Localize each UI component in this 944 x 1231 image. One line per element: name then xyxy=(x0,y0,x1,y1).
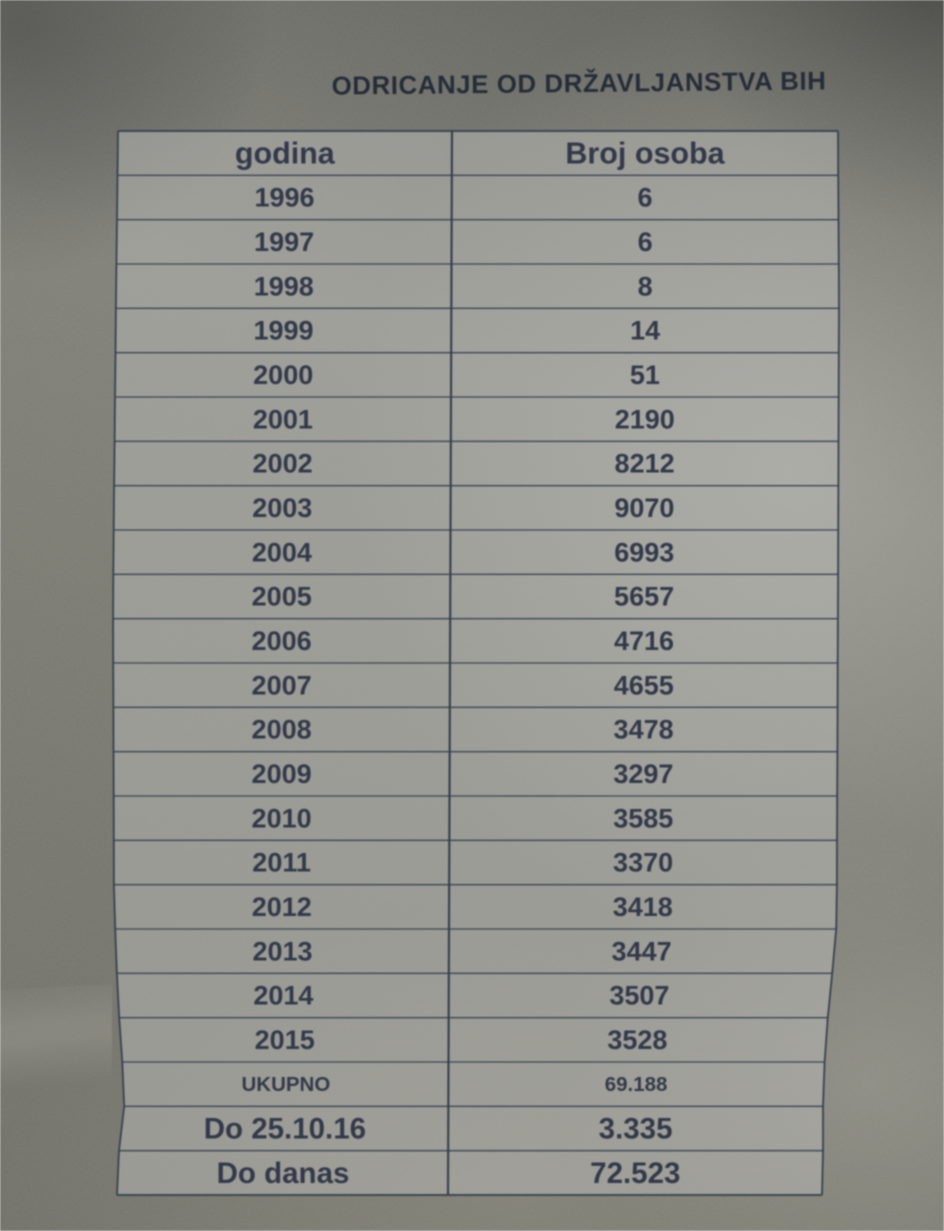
svg-text:2190: 2190 xyxy=(615,404,675,434)
svg-text:2004: 2004 xyxy=(252,537,312,567)
svg-text:godina: godina xyxy=(235,137,336,171)
svg-text:3585: 3585 xyxy=(613,803,673,833)
svg-text:69.188: 69.188 xyxy=(605,1073,668,1096)
svg-text:14: 14 xyxy=(630,316,660,346)
svg-text:3370: 3370 xyxy=(613,848,673,878)
svg-text:2003: 2003 xyxy=(252,493,312,523)
svg-text:1997: 1997 xyxy=(254,227,314,257)
svg-text:Do danas: Do danas xyxy=(217,1157,350,1190)
svg-text:3297: 3297 xyxy=(613,759,673,789)
svg-text:3507: 3507 xyxy=(609,981,669,1011)
svg-text:3478: 3478 xyxy=(614,715,674,745)
svg-text:Do 25.10.16: Do 25.10.16 xyxy=(204,1113,366,1146)
svg-text:9070: 9070 xyxy=(614,493,674,523)
svg-text:8: 8 xyxy=(638,271,653,301)
svg-text:2001: 2001 xyxy=(253,404,313,434)
svg-text:2012: 2012 xyxy=(252,892,312,922)
svg-text:6: 6 xyxy=(638,227,653,257)
svg-text:2000: 2000 xyxy=(253,360,313,390)
svg-text:2014: 2014 xyxy=(253,981,313,1011)
svg-text:3447: 3447 xyxy=(612,936,672,966)
svg-text:1999: 1999 xyxy=(253,316,313,346)
svg-text:2007: 2007 xyxy=(252,670,312,700)
svg-text:2002: 2002 xyxy=(253,449,313,479)
svg-text:2008: 2008 xyxy=(252,715,312,745)
svg-text:6993: 6993 xyxy=(614,537,674,567)
svg-text:5657: 5657 xyxy=(614,582,674,612)
svg-text:3418: 3418 xyxy=(613,892,673,922)
svg-text:4716: 4716 xyxy=(614,626,674,656)
svg-text:2006: 2006 xyxy=(252,626,312,656)
svg-text:2005: 2005 xyxy=(252,582,312,612)
svg-text:UKUPNO: UKUPNO xyxy=(241,1073,330,1096)
svg-text:2013: 2013 xyxy=(252,936,312,966)
svg-text:2009: 2009 xyxy=(252,759,312,789)
svg-text:Broj osoba: Broj osoba xyxy=(565,137,725,171)
svg-text:1998: 1998 xyxy=(254,271,314,301)
svg-text:ODRICANJE OD DRŽAVLJANSTVA BIH: ODRICANJE OD DRŽAVLJANSTVA BIH xyxy=(331,65,826,100)
svg-text:2011: 2011 xyxy=(252,848,311,878)
svg-text:51: 51 xyxy=(630,360,660,390)
svg-text:3.335: 3.335 xyxy=(599,1113,673,1146)
svg-text:2010: 2010 xyxy=(252,803,312,833)
svg-text:3528: 3528 xyxy=(607,1025,667,1055)
svg-text:4655: 4655 xyxy=(614,670,674,700)
svg-text:72.523: 72.523 xyxy=(590,1157,680,1190)
svg-text:1996: 1996 xyxy=(254,183,314,213)
svg-text:6: 6 xyxy=(637,183,652,213)
svg-text:2015: 2015 xyxy=(255,1025,315,1055)
svg-text:8212: 8212 xyxy=(615,449,675,479)
